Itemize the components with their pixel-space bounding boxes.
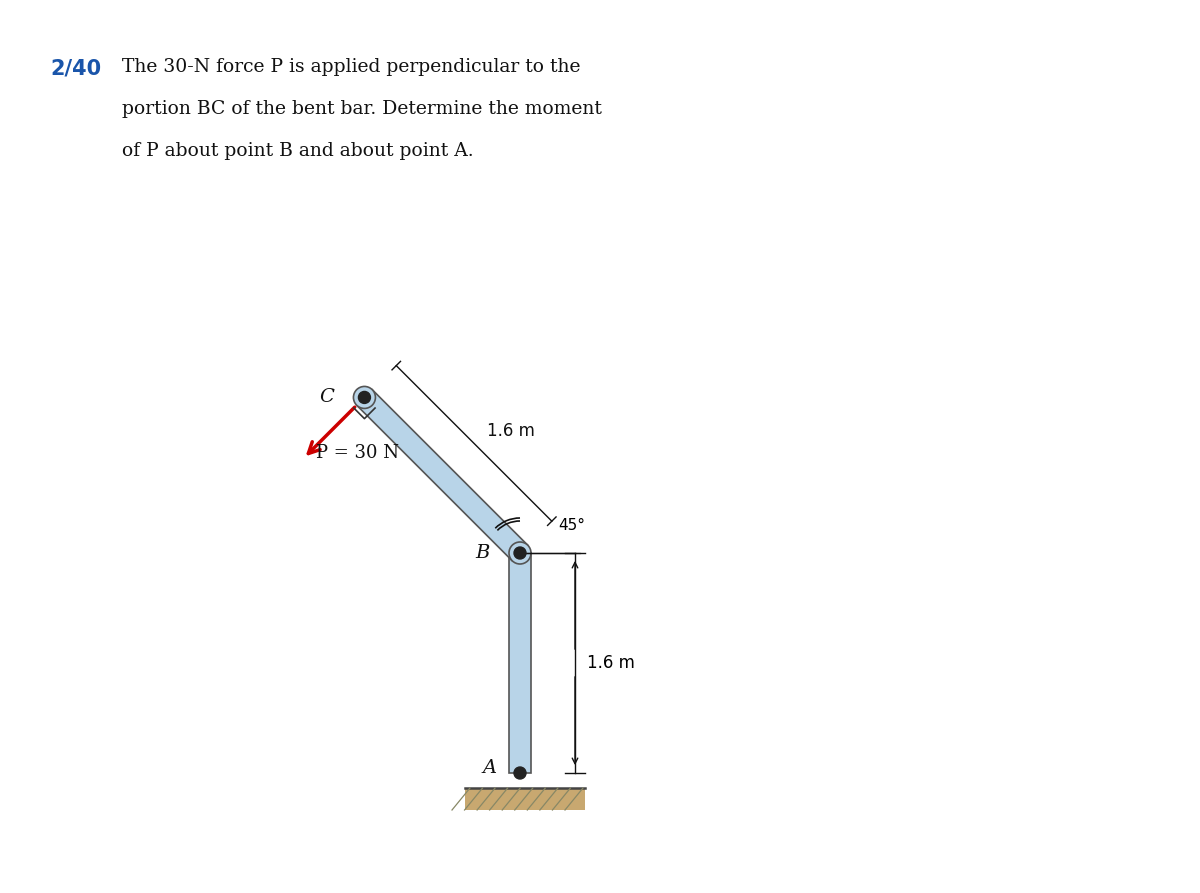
Text: A: A bbox=[482, 759, 497, 777]
Circle shape bbox=[509, 542, 530, 564]
Circle shape bbox=[514, 547, 526, 559]
Polygon shape bbox=[356, 389, 528, 561]
Text: P = 30 N: P = 30 N bbox=[316, 444, 398, 463]
Text: 1.6 m: 1.6 m bbox=[487, 421, 535, 439]
Polygon shape bbox=[509, 553, 530, 773]
Polygon shape bbox=[466, 788, 586, 810]
Text: of P about point B and about point A.: of P about point B and about point A. bbox=[122, 142, 474, 160]
Text: B: B bbox=[475, 544, 490, 562]
Text: C: C bbox=[319, 388, 334, 406]
Circle shape bbox=[354, 387, 376, 408]
Circle shape bbox=[514, 767, 526, 779]
Circle shape bbox=[359, 391, 371, 404]
Text: The 30-N force P is applied perpendicular to the: The 30-N force P is applied perpendicula… bbox=[122, 58, 581, 76]
Text: portion BC of the bent bar. Determine the moment: portion BC of the bent bar. Determine th… bbox=[122, 100, 602, 118]
Text: 2/40: 2/40 bbox=[50, 58, 101, 78]
Text: 1.6 m: 1.6 m bbox=[587, 654, 635, 672]
Text: 45°: 45° bbox=[558, 518, 586, 533]
